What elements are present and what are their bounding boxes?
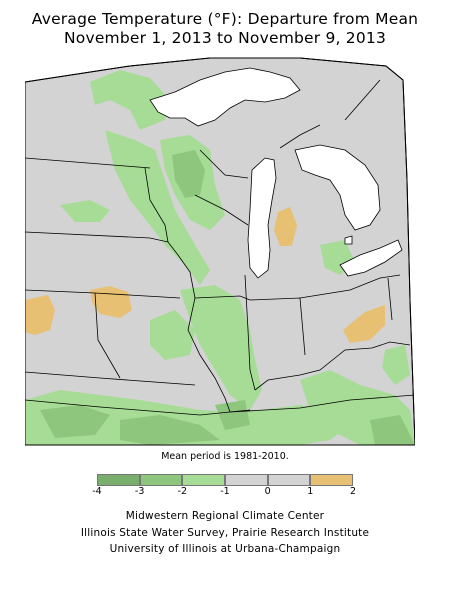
map-frame bbox=[25, 57, 415, 446]
legend-tick-label: 1 bbox=[307, 486, 314, 497]
legend-tick-label: -2 bbox=[177, 486, 188, 497]
legend-swatch-1 bbox=[139, 474, 183, 486]
lake-st-clair bbox=[344, 235, 353, 245]
warm-region-dakota-iowa bbox=[90, 286, 132, 318]
cooler-region-upper-mississippi bbox=[105, 130, 210, 285]
lake-superior bbox=[149, 67, 301, 127]
state-borders bbox=[25, 79, 415, 416]
credit-line-3: University of Illinois at Urbana-Champai… bbox=[109, 543, 341, 555]
legend-swatch-2 bbox=[182, 474, 226, 486]
lake-michigan bbox=[247, 157, 277, 279]
legend-tick-label: 2 bbox=[349, 486, 357, 497]
lake-huron bbox=[294, 144, 381, 231]
legend-swatch-5 bbox=[310, 474, 354, 486]
legend-tick-label: 0 bbox=[264, 486, 271, 497]
cooler-region-northwest bbox=[90, 70, 170, 130]
colder-region-east-kentucky bbox=[370, 415, 415, 445]
legend-color-bar bbox=[97, 474, 354, 486]
colder-region-southern-border bbox=[40, 405, 110, 438]
temperature-departure-map bbox=[25, 57, 415, 446]
cooler-region-missouri bbox=[150, 310, 195, 360]
cooler-region-iowa-minnesota bbox=[60, 200, 110, 222]
map-title-line-1: Average Temperature (°F): Departure from… bbox=[31, 10, 419, 28]
legend-tick-label: -1 bbox=[220, 486, 230, 497]
colder-region-wisconsin-core bbox=[172, 150, 205, 198]
mean-period-note: Mean period is 1981-2010. bbox=[161, 451, 289, 462]
warm-region-michigan bbox=[274, 207, 297, 246]
cooler-region-ohio-east bbox=[382, 345, 410, 385]
cooler-region-southwest bbox=[25, 390, 350, 445]
colder-region-arkansas-tennessee bbox=[120, 415, 220, 445]
warm-region-ohio bbox=[343, 305, 385, 343]
legend-tick-label: -4 bbox=[92, 486, 102, 497]
map-title-line-2: November 1, 2013 to November 9, 2013 bbox=[63, 29, 387, 47]
legend-swatch-0 bbox=[97, 474, 140, 486]
lake-erie bbox=[339, 239, 403, 277]
credit-line-1: Midwestern Regional Climate Center bbox=[125, 510, 325, 522]
legend-swatch-3 bbox=[225, 474, 268, 486]
legend-tick-label: -3 bbox=[134, 486, 145, 497]
warm-region-western-edge bbox=[25, 295, 55, 335]
credit-line-2: Illinois State Water Survey, Prairie Res… bbox=[80, 527, 370, 539]
colder-region-bootheel bbox=[215, 400, 250, 430]
cooler-region-illinois-corridor bbox=[180, 285, 262, 410]
legend-swatch-4 bbox=[267, 474, 311, 486]
